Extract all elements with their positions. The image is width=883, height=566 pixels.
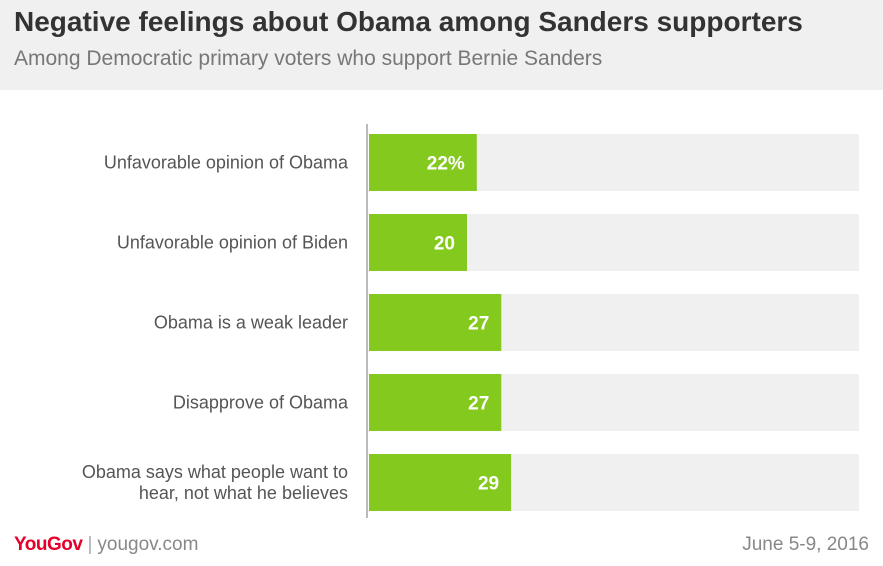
bar xyxy=(369,134,477,191)
category-label: Unfavorable opinion of Biden xyxy=(117,233,348,253)
brand-separator: | xyxy=(87,534,93,555)
bar xyxy=(369,454,512,511)
yougov-logo: YouGov xyxy=(14,534,83,555)
bar xyxy=(369,374,502,431)
chart-header: Negative feelings about Obama among Sand… xyxy=(0,0,883,90)
value-label: 20 xyxy=(434,234,455,255)
category-label: Obama says what people want to hear, not … xyxy=(82,462,348,503)
category-label: Unfavorable opinion of Obama xyxy=(104,153,349,173)
bar xyxy=(369,214,467,271)
chart-title: Negative feelings about Obama among Sand… xyxy=(14,6,803,37)
category-label: Disapprove of Obama xyxy=(173,393,349,413)
chart-subtitle: Among Democratic primary voters who supp… xyxy=(14,47,603,70)
value-label: 29 xyxy=(478,474,499,495)
bar xyxy=(369,294,502,351)
value-label: 22% xyxy=(427,154,465,175)
footer-brand: YouGov | yougov.com xyxy=(14,534,198,556)
value-label: 27 xyxy=(468,314,489,335)
bar-chart: 22% Unfavorable opinion of Obama 20 Unfavor… xyxy=(82,124,859,518)
category-label: Obama is a weak leader xyxy=(154,313,348,333)
value-label: 27 xyxy=(468,394,489,415)
brand-url: yougov.com xyxy=(97,534,199,555)
survey-date: June 5-9, 2016 xyxy=(742,534,869,555)
